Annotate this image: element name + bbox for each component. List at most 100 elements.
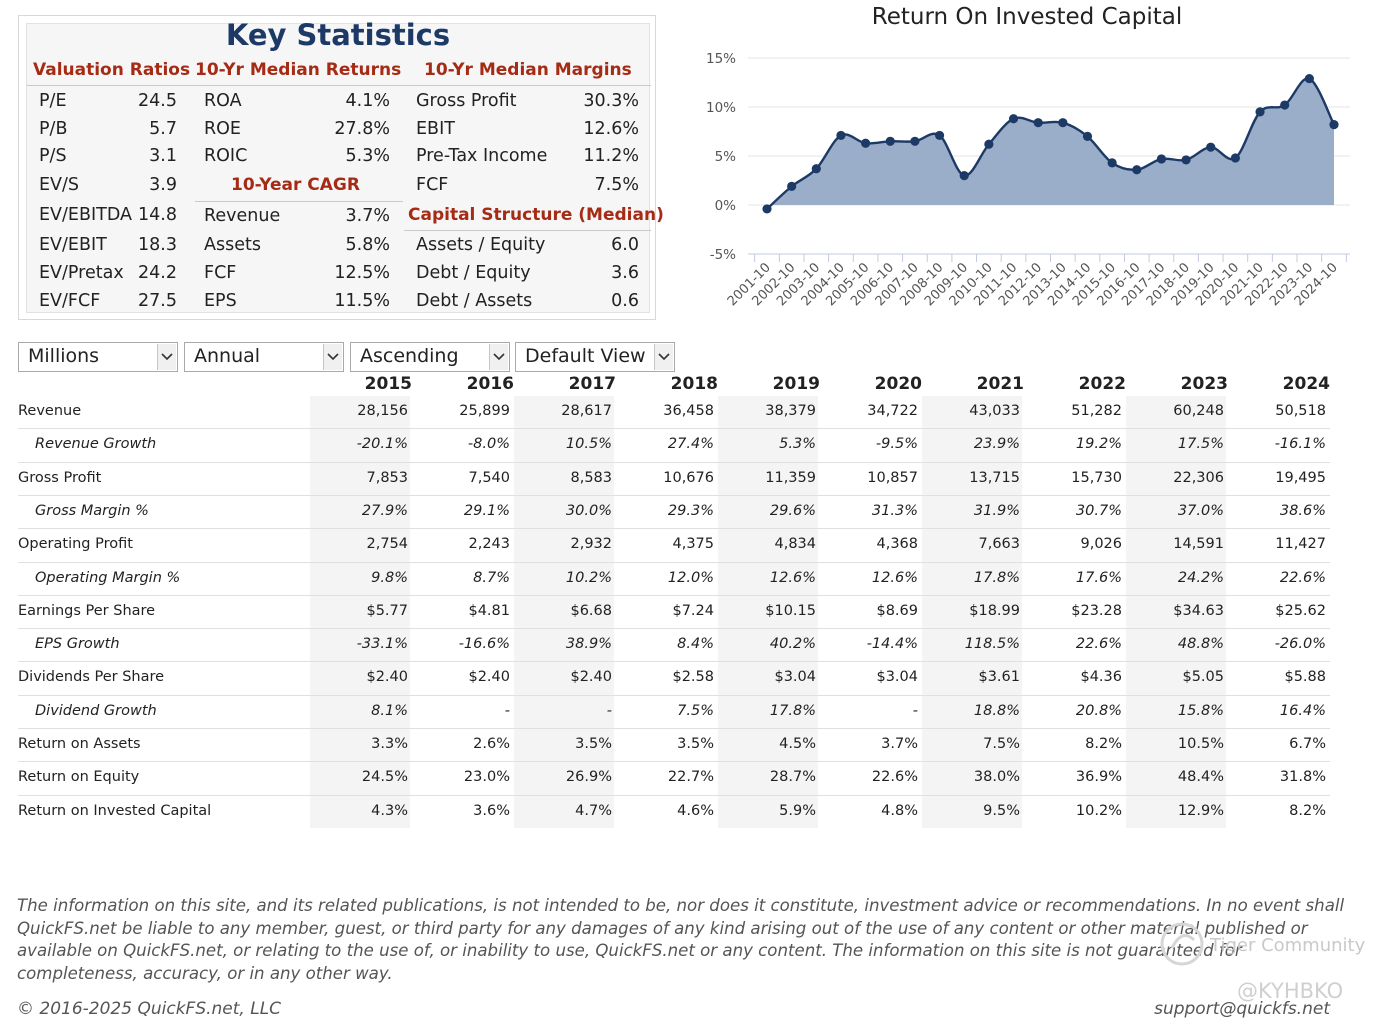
data-point-2020-10[interactable] (1230, 153, 1240, 163)
table-cell: 28,156 (357, 403, 408, 419)
table-cell: 12.0% (667, 569, 714, 586)
table-cell: - (606, 702, 612, 719)
row-label: Dividends Per Share (18, 669, 165, 686)
row-label: Revenue Growth (35, 436, 157, 453)
data-point-2016-10[interactable] (1132, 165, 1142, 175)
year-header-2020[interactable]: 2020 (874, 374, 922, 394)
data-point-2018-10[interactable] (1181, 155, 1191, 165)
cagr-heading: 10-Year CAGR (231, 175, 360, 195)
table-cell: 8.4% (677, 636, 714, 653)
order-select[interactable]: Ascending (350, 342, 510, 372)
table-cell: 4.7% (575, 802, 612, 819)
table-cell: 23.0% (463, 769, 510, 786)
median-return-label: ROIC (204, 146, 248, 166)
data-point-2003-10[interactable] (811, 164, 821, 174)
table-cell: 4.6% (677, 802, 714, 819)
data-point-2021-10[interactable] (1255, 107, 1265, 117)
column-shade (1126, 396, 1226, 828)
period-select[interactable]: Annual (184, 342, 344, 372)
table-cell: 28.7% (769, 769, 816, 786)
data-point-2008-10[interactable] (934, 130, 945, 141)
data-point-2014-10[interactable] (1082, 131, 1093, 141)
watermark-handle: @KYHBKO (1237, 979, 1344, 1003)
table-cell: $2.40 (468, 669, 510, 686)
data-point-2011-10[interactable] (1008, 114, 1019, 124)
valuation-ratio-value: 24.5 (138, 91, 177, 111)
data-point-2013-10[interactable] (1058, 118, 1068, 128)
table-cell: 3.6% (473, 802, 510, 819)
table-cell: -16.6% (458, 636, 510, 653)
table-cell: 8.1% (371, 702, 408, 719)
year-header-2018[interactable]: 2018 (670, 374, 718, 394)
year-header-2015[interactable]: 2015 (364, 374, 412, 394)
valuation-ratio-label: EV/FCF (39, 291, 101, 311)
data-point-2017-10[interactable] (1156, 154, 1167, 164)
table-cell: 10.2% (565, 569, 612, 586)
cagr-value: 12.5% (334, 263, 390, 283)
table-cell: 13,715 (969, 469, 1020, 486)
data-point-2022-10[interactable] (1280, 100, 1290, 110)
row-label: Revenue (18, 403, 82, 419)
year-header-2023[interactable]: 2023 (1180, 374, 1228, 394)
year-header-2017[interactable]: 2017 (568, 374, 616, 394)
data-point-2024-10[interactable] (1329, 120, 1339, 130)
valuation-ratio-value: 27.5 (138, 291, 177, 311)
median-margin-label: Pre-Tax Income (416, 146, 548, 166)
table-cell: 7,853 (366, 469, 408, 486)
capital-structure-label: Debt / Equity (416, 263, 531, 283)
y-tick-label: 0% (715, 198, 737, 214)
table-cell: $5.88 (1284, 669, 1326, 686)
row-label: Dividend Growth (35, 702, 157, 719)
table-cell: 29.3% (667, 502, 714, 519)
median-margin-label: EBIT (416, 119, 455, 139)
data-point-2023-10[interactable] (1304, 73, 1314, 84)
row-divider (18, 728, 1330, 729)
table-cell: 22.6% (1279, 569, 1326, 586)
row-label: Gross Margin % (35, 502, 149, 519)
data-point-2012-10[interactable] (1033, 118, 1043, 128)
table-cell: 4.8% (881, 802, 918, 819)
table-cell: $5.05 (1182, 669, 1224, 686)
data-point-2005-10[interactable] (861, 138, 871, 148)
data-point-2007-10[interactable] (910, 136, 920, 146)
data-point-2019-10[interactable] (1206, 142, 1216, 152)
row-label: Operating Margin % (35, 569, 181, 586)
year-header-2022[interactable]: 2022 (1078, 374, 1126, 394)
data-point-2004-10[interactable] (836, 130, 846, 141)
table-cell: 7,663 (978, 536, 1020, 553)
valuation-ratio-value: 24.2 (138, 263, 177, 283)
column-shade (718, 396, 818, 828)
year-header-2019[interactable]: 2019 (772, 374, 820, 394)
data-point-2009-10[interactable] (959, 171, 969, 181)
row-label: Return on Assets (18, 736, 141, 752)
support-email-link[interactable]: support@quickfs.net (1154, 999, 1330, 1019)
table-cell: -26.0% (1274, 636, 1326, 653)
table-cell: 37.0% (1177, 502, 1224, 519)
series-area (767, 78, 1334, 209)
table-cell: 31.9% (973, 502, 1020, 519)
row-label: EPS Growth (35, 636, 120, 653)
units-select[interactable]: Millions (18, 342, 178, 372)
table-cell: 4.3% (371, 802, 408, 819)
data-point-2006-10[interactable] (885, 136, 895, 146)
data-point-2001-10[interactable] (762, 204, 772, 214)
median-return-label: ROE (204, 119, 241, 139)
table-cell: 8,583 (570, 469, 612, 486)
row-divider (18, 495, 1330, 496)
table-cell: 24.5% (361, 769, 408, 786)
table-cell: 15,730 (1071, 469, 1122, 486)
table-cell: 22.7% (667, 769, 714, 786)
table-cell: 10.2% (1075, 802, 1122, 819)
table-cell: 10,857 (867, 469, 918, 486)
year-header-2016[interactable]: 2016 (466, 374, 514, 394)
data-point-2010-10[interactable] (984, 139, 994, 149)
table-cell: 2,243 (468, 536, 510, 553)
view-select[interactable]: Default View (515, 342, 675, 372)
table-cell: 27.4% (667, 436, 714, 453)
data-point-2015-10[interactable] (1107, 158, 1117, 168)
data-point-2002-10[interactable] (787, 181, 797, 191)
cagr-divider (195, 201, 403, 202)
year-header-2021[interactable]: 2021 (976, 374, 1024, 394)
table-cell: 14,591 (1173, 536, 1224, 553)
year-header-2024[interactable]: 2024 (1282, 374, 1330, 394)
